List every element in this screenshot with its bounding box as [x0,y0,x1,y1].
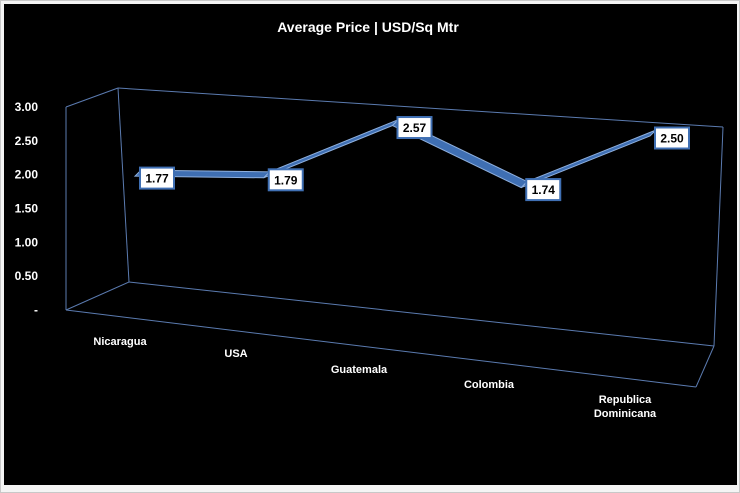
y-tick-label: 3.00 [15,100,39,114]
frame-edge [695,345,715,388]
data-label: 2.50 [654,126,690,150]
frame-edge [713,126,724,347]
y-tick-label: 2.00 [15,168,39,182]
frame-edge [65,309,697,388]
data-label-box [654,126,690,150]
frame-edge [128,281,715,347]
data-label-text: 1.77 [145,172,169,186]
y-tick-label: 2.50 [15,134,39,148]
x-category-label: Colombia [464,379,515,391]
series-ribbon [133,118,657,189]
data-label: 1.74 [525,178,562,202]
y-tick-label: 1.00 [15,235,39,249]
data-label-box [396,116,433,140]
x-category-label: Republica Dominicana [594,394,657,420]
x-category-label: USA [224,348,247,360]
data-label-box [139,166,175,190]
frame-edge [117,87,724,128]
plot-frame [65,87,724,388]
data-label-text: 1.79 [274,173,298,187]
y-axis-ticks: - 0.50 1.00 1.50 2.00 2.50 3.00 [15,100,39,317]
chart-area: Average Price | USD/Sq Mtr - 0.50 1.00 1.50… [4,4,737,485]
frame-edge [65,87,119,108]
x-axis-categories: Nicaragua USA Guatemala Colombia Republica Do… [93,336,657,420]
data-label-box [525,178,562,202]
x-category-label: Guatemala [331,364,388,376]
data-label: 1.77 [139,166,175,190]
y-tick-label: 1.50 [15,202,39,216]
data-label: 2.57 [396,116,433,140]
data-labels: 1.77 1.79 2.57 1.74 2.50 [139,116,690,202]
data-label: 1.79 [267,168,304,192]
y-tick-label: - [34,303,38,317]
chart-title: Average Price | USD/Sq Mtr [277,19,459,35]
frame-edge [117,87,130,283]
data-label-text: 2.57 [403,121,427,135]
frame-edge [65,281,130,311]
x-category-label: Nicaragua [93,336,147,348]
line-chart-3d: Average Price | USD/Sq Mtr - 0.50 1.00 1.50… [15,19,724,420]
data-label-text: 1.74 [532,183,556,197]
data-label-box [267,168,304,192]
y-tick-label: 0.50 [15,269,39,283]
data-label-text: 2.50 [660,132,684,146]
